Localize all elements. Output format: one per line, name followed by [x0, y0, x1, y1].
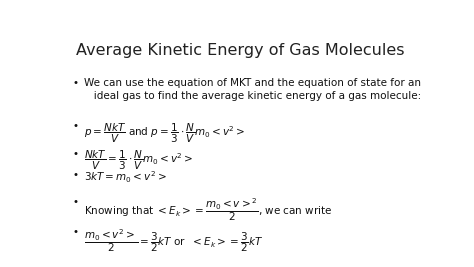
Text: $p = \dfrac{NkT}{V}$ and $p = \dfrac{1}{3}\cdot\dfrac{N}{V}m_0 < v^2 >$: $p = \dfrac{NkT}{V}$ and $p = \dfrac{1}{…: [84, 121, 246, 145]
Text: Average Kinetic Energy of Gas Molecules: Average Kinetic Energy of Gas Molecules: [76, 43, 404, 58]
Text: •: •: [72, 121, 78, 131]
Text: •: •: [72, 170, 78, 180]
Text: Knowing that $< E_k>= \dfrac{m_0{<}v{>}^2}{2}$, we can write: Knowing that $< E_k>= \dfrac{m_0{<}v{>}^…: [84, 197, 333, 223]
Text: •: •: [72, 197, 78, 206]
Text: $3kT = m_0 < v^2 >$: $3kT = m_0 < v^2 >$: [84, 170, 167, 185]
Text: •: •: [72, 227, 78, 237]
Text: $\dfrac{m_0{<}v^2{>}}{2} = \dfrac{3}{2}kT$ or  $< E_k>= \dfrac{3}{2}kT$: $\dfrac{m_0{<}v^2{>}}{2} = \dfrac{3}{2}k…: [84, 227, 263, 254]
Text: •: •: [72, 78, 78, 88]
Text: We can use the equation of MKT and the equation of state for an
   ideal gas to : We can use the equation of MKT and the e…: [84, 78, 421, 101]
Text: •: •: [72, 149, 78, 159]
Text: $\dfrac{NkT}{V} = \dfrac{1}{3}\cdot\dfrac{N}{V}m_0 < v^2 >$: $\dfrac{NkT}{V} = \dfrac{1}{3}\cdot\dfra…: [84, 149, 194, 172]
